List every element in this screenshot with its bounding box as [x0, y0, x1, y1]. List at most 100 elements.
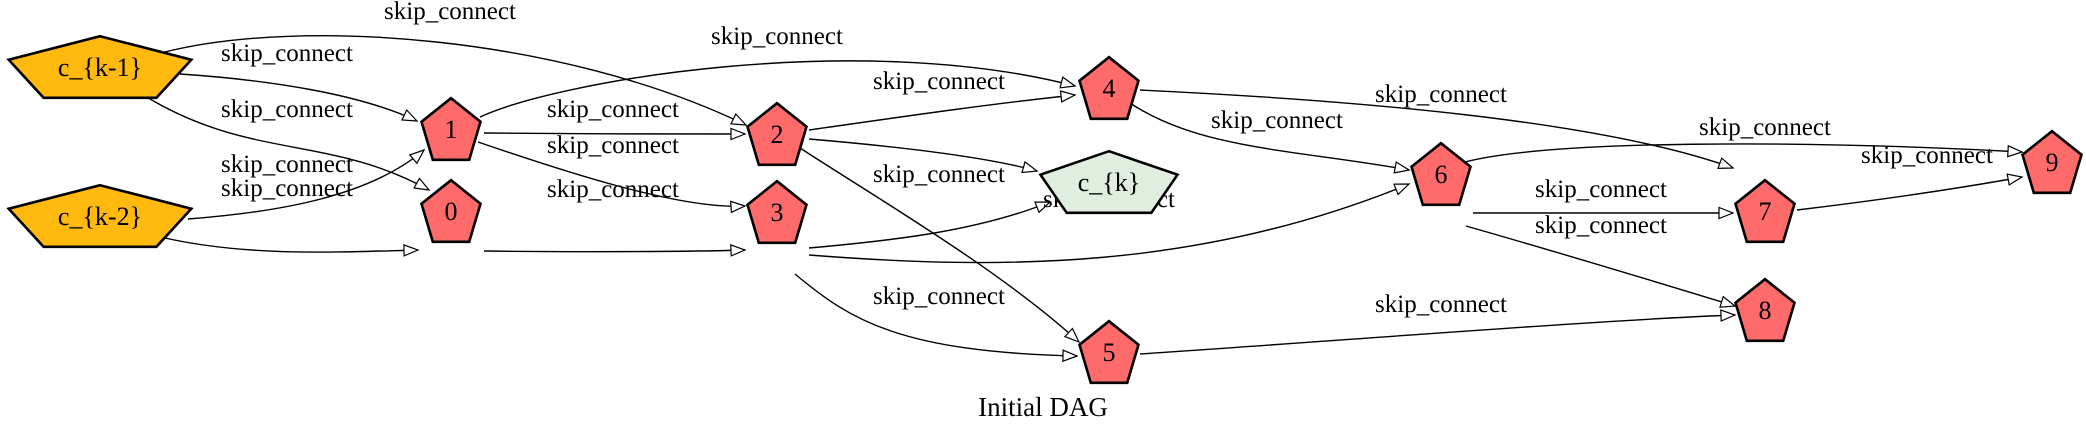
edge-label: skip_connect — [1535, 212, 1667, 239]
arrowhead-n1-to-n4 — [1059, 76, 1077, 89]
node-shape-ck — [1038, 149, 1180, 215]
edge-label: skip_connect — [384, 0, 516, 25]
node-shape-n3 — [746, 179, 808, 245]
arrowhead-n0-to-n3 — [730, 244, 747, 257]
diagram-caption: Initial DAG — [978, 392, 1108, 422]
node-shape-n9 — [2021, 129, 2083, 195]
node-shape-ck1 — [6, 34, 194, 100]
node-ck2: c_{k-2} — [6, 183, 194, 249]
edge-ck2-to-n1 — [187, 149, 425, 220]
edge-label: skip_connect — [873, 68, 1005, 95]
edge-label: skip_connect — [221, 151, 353, 178]
edge-label: skip_connect — [1375, 81, 1507, 108]
node-n8: 8 — [1734, 277, 1796, 343]
node-shape-n0 — [420, 178, 482, 244]
node-label-ck2: c_{k-2} — [58, 202, 142, 231]
edge-label: skip_connect — [547, 176, 679, 203]
node-shape-n5 — [1078, 319, 1140, 385]
node-shape-n6 — [1410, 141, 1472, 207]
edge-n1-to-n3 — [477, 141, 746, 207]
node-label-ck: c_{k} — [1078, 168, 1141, 197]
node-shape-n2 — [746, 101, 808, 167]
nodes-layer: c_{k-1} c_{k-2} 0 1 2 3 4 5 6 7 8 9 c_{k} — [6, 34, 2083, 385]
edge-n2-to-ck — [808, 138, 1038, 172]
node-n4: 4 — [1078, 55, 1140, 121]
node-n2: 2 — [746, 101, 808, 167]
node-label-n1: 1 — [445, 115, 458, 144]
arrowhead-n2-to-ck — [1021, 160, 1039, 174]
edge-label: skip_connect — [873, 161, 1005, 188]
node-label-n6: 6 — [1435, 160, 1448, 189]
edge-label: skip_connect — [547, 132, 679, 159]
edges-layer — [144, 35, 2024, 363]
node-label-n3: 3 — [771, 198, 784, 227]
node-ck1: c_{k-1} — [6, 34, 194, 100]
node-shape-n4 — [1078, 55, 1140, 121]
arrowhead-ck1-to-n1 — [401, 108, 419, 122]
edge-label: skip_connect — [221, 175, 353, 202]
node-label-n9: 9 — [2046, 148, 2059, 177]
edge-n3-to-n5 — [794, 273, 1078, 357]
edge-n3-to-n6 — [808, 183, 1410, 264]
arrowhead-ck2-to-n1 — [408, 148, 426, 165]
arrowhead-ck1-to-n0 — [413, 177, 431, 191]
edge-label: skip_connect — [221, 96, 353, 123]
arrowhead-n1-to-n3 — [730, 200, 747, 214]
node-label-n2: 2 — [771, 120, 784, 149]
arrowhead-n7-to-n9 — [2006, 173, 2024, 186]
node-label-ck1: c_{k-1} — [58, 53, 142, 82]
edge-ck2-to-n0 — [164, 237, 419, 253]
edge-n3-to-ck — [808, 201, 1051, 249]
arrowhead-n3-to-n5 — [1062, 349, 1079, 363]
edge-n6-to-n9 — [1464, 143, 2023, 163]
edge-label: skip_connect — [1699, 114, 1831, 141]
arrowhead-ck2-to-n0 — [403, 244, 420, 257]
node-n7: 7 — [1734, 178, 1796, 244]
arrowhead-n3-to-ck — [1034, 201, 1052, 214]
arrowhead-n2-to-n4 — [1059, 90, 1077, 103]
edge-n5-to-n8 — [1139, 314, 1736, 355]
arrowhead-n5-to-n8 — [1720, 309, 1737, 322]
node-n5: 5 — [1078, 319, 1140, 385]
arrowhead-n4-to-n6 — [1393, 161, 1411, 174]
arrowhead-n6-to-n8 — [1719, 295, 1737, 308]
arrowhead-n1-to-n2 — [730, 127, 747, 141]
edge-n2-to-n4 — [808, 94, 1076, 131]
node-shape-n8 — [1734, 277, 1796, 343]
edge-ck1-to-n2 — [164, 35, 747, 126]
node-label-n5: 5 — [1103, 338, 1116, 367]
node-label-n0: 0 — [445, 197, 458, 226]
edge-n4-to-n7 — [1139, 89, 1734, 169]
edge-ck1-to-n1 — [179, 73, 418, 122]
node-n9: 9 — [2021, 129, 2083, 195]
edge-label: skip_connect — [1861, 142, 1993, 169]
node-n3: 3 — [746, 179, 808, 245]
node-n6: 6 — [1410, 141, 1472, 207]
node-n1: 1 — [420, 96, 482, 162]
arrowhead-n3-to-n6 — [1393, 183, 1411, 196]
edge-label: skip_connect — [873, 283, 1005, 310]
arrowhead-ck1-to-n2 — [730, 112, 748, 126]
edge-n6-to-n8 — [1465, 225, 1736, 307]
edge-n1-to-n4 — [479, 60, 1076, 118]
edge-label: skip_connect — [1211, 107, 1343, 134]
edge-n7-to-n9 — [1796, 176, 2023, 211]
node-label-n7: 7 — [1759, 197, 1772, 226]
edge-n2-to-n5 — [799, 147, 1080, 343]
node-ck: c_{k} — [1038, 149, 1180, 215]
edge-n0-to-n3 — [483, 249, 746, 253]
node-shape-n7 — [1734, 178, 1796, 244]
node-shape-n1 — [420, 96, 482, 162]
arrowhead-n4-to-n7 — [1717, 157, 1735, 170]
node-n0: 0 — [420, 178, 482, 244]
node-shape-ck2 — [6, 183, 194, 249]
edge-label: skip_connect — [1375, 291, 1507, 318]
edge-n4-to-n6 — [1129, 102, 1410, 171]
arrowhead-n2-to-n5 — [1063, 327, 1081, 344]
arrowhead-n6-to-n7 — [1718, 206, 1735, 220]
edge-n1-to-n2 — [483, 132, 746, 135]
edge-label: skip_connect — [1535, 176, 1667, 203]
edge-label: skip_connect — [711, 23, 843, 50]
edge-label: skip_connect — [221, 40, 353, 67]
node-label-n4: 4 — [1103, 74, 1116, 103]
